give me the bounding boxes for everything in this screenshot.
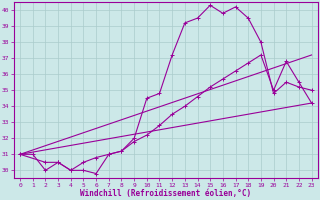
- X-axis label: Windchill (Refroidissement éolien,°C): Windchill (Refroidissement éolien,°C): [80, 189, 252, 198]
